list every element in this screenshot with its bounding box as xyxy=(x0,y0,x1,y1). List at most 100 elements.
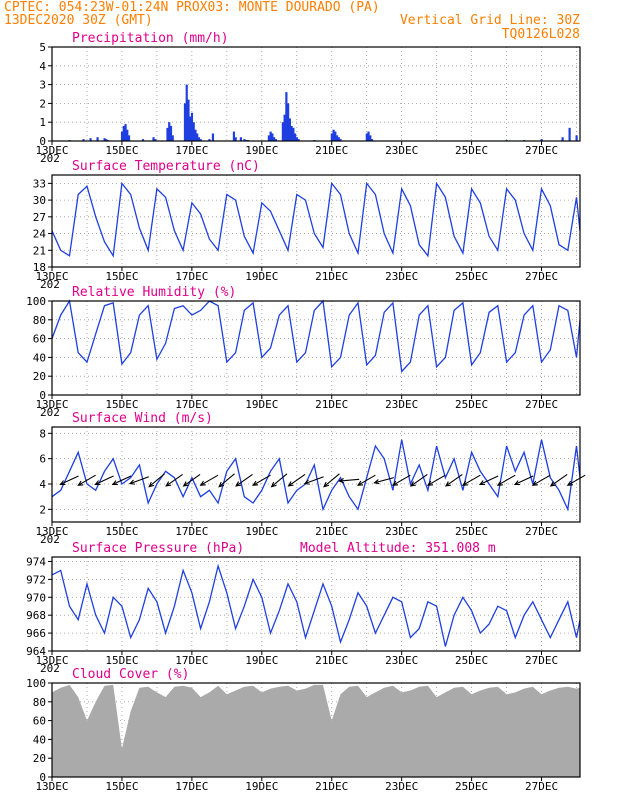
x-tick-label: 15DEC xyxy=(105,270,138,283)
y-tick-label: 974 xyxy=(26,555,46,568)
precip-bar xyxy=(365,133,368,141)
x-tick-label: 27DEC xyxy=(525,398,558,411)
wind-arrow-shaft xyxy=(200,474,219,486)
x-tick-year-label: 202 xyxy=(40,662,60,675)
wind-arrow xyxy=(531,474,551,486)
series-line xyxy=(51,299,581,373)
x-tick-label: 23DEC xyxy=(385,398,418,411)
wind-arrow-shaft xyxy=(95,475,114,485)
precip-bar xyxy=(285,92,288,141)
wind-arrow-shaft xyxy=(462,474,481,486)
precip-bar xyxy=(335,135,339,141)
wind-arrow xyxy=(199,474,219,486)
x-tick-label: 19DEC xyxy=(245,780,278,793)
precip-bar xyxy=(171,135,174,141)
y-tick-label: 18 xyxy=(33,261,46,274)
series-line xyxy=(51,563,581,647)
precip-bar xyxy=(152,137,155,141)
wind-arrow-head xyxy=(235,481,242,487)
x-tick-label: 19DEC xyxy=(245,144,278,157)
wind-arrow xyxy=(77,474,96,486)
x-tick-label: 23DEC xyxy=(385,780,418,793)
wind-arrow xyxy=(252,474,271,486)
y-tick-label: 40 xyxy=(33,351,46,364)
wind-arrow xyxy=(94,475,114,486)
wind-arrow xyxy=(218,473,235,488)
wind-arrow-shaft xyxy=(392,474,411,486)
panel-5: 0 20 40 60 80 100 13DEC 15DEC 17DEC 19DEC 21DEC 23D… xyxy=(26,667,581,793)
panel-1: 18 21 24 27 30 33 13DEC 15DEC 17DEC 19DEC 21DEC 23D… xyxy=(33,159,581,291)
y-tick-label: 0 xyxy=(39,771,46,784)
wind-arrow-shaft xyxy=(339,478,360,482)
precip-bar xyxy=(273,137,276,141)
y-tick-label: 970 xyxy=(26,591,46,604)
wind-arrow-shaft xyxy=(445,474,463,487)
precip-bar xyxy=(96,137,99,141)
wind-arrow-head xyxy=(270,481,277,488)
y-tick-label: 4 xyxy=(39,478,46,491)
x-tick-label: 17DEC xyxy=(175,398,208,411)
precip-bar xyxy=(192,122,195,141)
panel-3: 2 4 6 8 13DEC 15DEC 17DEC 19DEC 21DEC 23DEC 25DEC 2… xyxy=(35,411,586,546)
wind-arrow xyxy=(444,474,463,487)
panel-title: Surface Temperature (nC) xyxy=(72,159,260,174)
wind-arrow-shaft xyxy=(218,473,235,488)
precip-bar xyxy=(126,129,129,141)
wind-arrow-shaft xyxy=(497,474,516,486)
wind-arrow-shaft xyxy=(165,474,183,487)
panel-frame xyxy=(51,556,581,652)
precip-bar xyxy=(185,84,188,141)
x-tick-label: 25DEC xyxy=(455,654,488,667)
precip-bar xyxy=(154,139,157,141)
x-tick-label: 21DEC xyxy=(315,144,348,157)
y-tick-label: 60 xyxy=(33,333,46,346)
wind-arrow-shaft xyxy=(112,475,132,485)
precip-bar xyxy=(369,135,372,141)
precip-bar xyxy=(271,133,274,141)
wind-arrow xyxy=(128,476,150,485)
y-tick-label: 27 xyxy=(33,211,46,224)
precip-bar xyxy=(141,139,145,141)
panels: 0 1 2 3 4 5 13DEC 15DEC 17DEC 19DEC 21DEC 23DEC 25DE… xyxy=(26,31,586,793)
y-tick-label: 20 xyxy=(33,370,46,383)
x-tick-label: 13DEC xyxy=(35,525,68,538)
y-tick-label: 80 xyxy=(33,696,46,709)
x-tick-label: 23DEC xyxy=(385,144,418,157)
x-tick-label: 15DEC xyxy=(105,398,138,411)
precip-bar xyxy=(239,137,243,141)
wind-arrow xyxy=(426,474,446,486)
x-tick-label: 27DEC xyxy=(525,525,558,538)
y-tick-label: 30 xyxy=(33,194,46,207)
x-tick-label: 23DEC xyxy=(385,270,418,283)
panel-title: Surface Wind (m/s) xyxy=(72,411,213,426)
x-tick-label: 15DEC xyxy=(105,654,138,667)
y-tick-label: 33 xyxy=(33,177,46,190)
wind-arrow-head xyxy=(513,480,520,486)
panel-frame xyxy=(51,682,581,778)
y-tick-label: 972 xyxy=(26,573,46,586)
precip-bar xyxy=(166,127,169,141)
wind-arrow-shaft xyxy=(427,474,446,486)
precip-bar xyxy=(208,139,211,141)
y-tick-label: 968 xyxy=(26,609,46,622)
precip-bar xyxy=(287,103,290,141)
wind-arrow-head xyxy=(566,480,573,486)
panel-title: Precipitation (mm/h) xyxy=(72,31,229,46)
precip-bar xyxy=(196,133,199,141)
precip-bar xyxy=(190,112,194,141)
wind-arrow-head xyxy=(549,481,556,487)
wind-arrow-shaft xyxy=(532,474,551,486)
wind-arrow xyxy=(270,473,288,488)
wind-arrow-shaft xyxy=(357,474,376,486)
x-tick-label: 15DEC xyxy=(105,525,138,538)
precip-bar xyxy=(339,139,342,141)
precip-bar xyxy=(330,133,333,141)
precip-bar xyxy=(199,139,202,141)
x-tick-label: 25DEC xyxy=(455,525,488,538)
y-tick-label: 100 xyxy=(26,295,46,308)
wind-arrow-head xyxy=(496,480,503,486)
y-tick-label: 80 xyxy=(33,314,46,327)
wind-arrow xyxy=(148,473,165,488)
